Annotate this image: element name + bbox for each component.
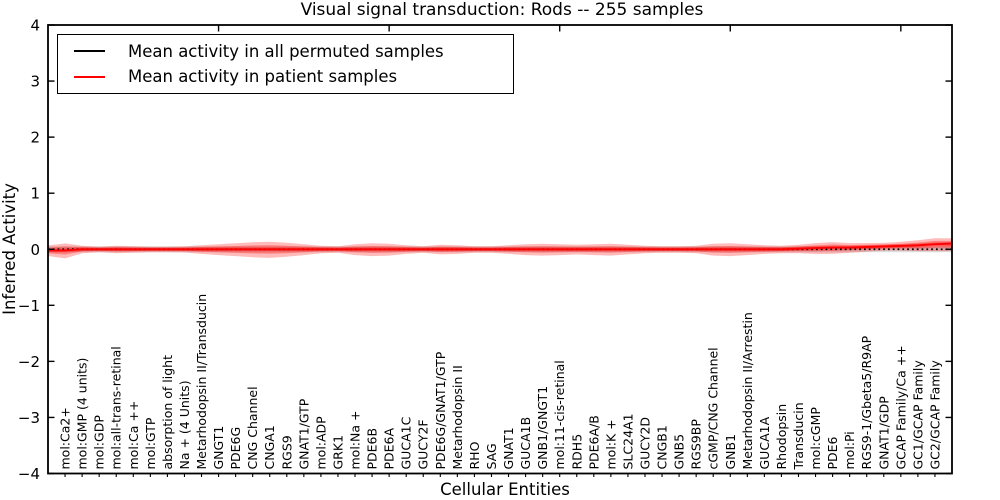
x-category-label: GNAT1/GDP [876, 396, 891, 470]
legend-line-red-icon [74, 75, 105, 78]
x-category-label: RGS9-1/Gbeta5/R9AP [859, 335, 874, 469]
x-category-label: mol:GMP (4 units) [75, 358, 90, 470]
x-category-label: absorption of light [160, 355, 175, 470]
x-category-label: Metarhodopsin II/Arrestin [740, 312, 755, 469]
x-category-label: PDE6A [382, 427, 397, 469]
legend-item-patient: Mean activity in patient samples [58, 67, 513, 86]
x-category-label: CNGB1 [655, 425, 670, 469]
x-category-label: mol:K + [603, 419, 618, 469]
legend-label-patient: Mean activity in patient samples [128, 67, 398, 87]
top-axis-ticks [217, 25, 902, 32]
legend-line-black-icon [74, 50, 105, 53]
x-category-label: GUCA1B [518, 417, 533, 470]
patient-mean-line [48, 242, 953, 252]
x-category-label: PDE6B [365, 428, 380, 470]
y-tick-label: −2 [18, 353, 40, 371]
x-category-label: mol:Ca2+ [58, 407, 73, 469]
x-category-label: GC1/GCAP Family [910, 360, 925, 470]
y-tick-label: −1 [18, 297, 40, 315]
x-category-label: GNAT1/GTP [296, 398, 311, 469]
x-category-label: mol:all-trans-retinal [109, 346, 124, 469]
x-category-label: Transducin [791, 402, 806, 470]
x-category-label: PDE6G/GNAT1/GTP [433, 351, 448, 469]
x-category-label: mol:GDP [92, 415, 107, 470]
legend-item-permuted: Mean activity in all permuted samples [58, 42, 513, 61]
chart-title: Visual signal transduction: Rods -- 255 … [301, 0, 704, 20]
x-category-label: Metarhodopsin II [450, 365, 465, 469]
y-tick-label: −3 [18, 409, 40, 427]
x-category-label: mol:GTP [143, 417, 158, 469]
x-category-label: mol:Ca ++ [126, 401, 141, 470]
x-category-label: GUCA1C [399, 416, 414, 469]
x-category-label: RGS9BP [689, 419, 704, 470]
x-category-label: GNAT1 [501, 427, 516, 469]
y-axis-ticks: 4 3 2 1 0 −1 −2 −3 −4 [18, 17, 952, 483]
x-category-label: RHO [467, 441, 482, 469]
x-category-label: SAG [484, 443, 499, 469]
x-category-label: GNB5 [672, 434, 687, 470]
patient-spread-violin-outer [48, 238, 952, 259]
x-category-label: RGS9 [279, 435, 294, 469]
x-category-label: GUCY2F [416, 419, 431, 469]
x-category-label: mol:ADP [313, 416, 328, 470]
x-category-labels: mol:Ca2+ mol:GMP (4 units) mol:GDP mol:all-… [58, 294, 943, 471]
legend-label-permuted: Mean activity in all permuted samples [128, 41, 444, 61]
x-category-label: CNG Channel [245, 386, 260, 469]
x-category-label: PDE6G [228, 427, 243, 470]
x-axis-label: Cellular Entities [440, 480, 570, 499]
patient-spread-violin-inner [48, 240, 952, 255]
x-category-label: PDE6 [825, 436, 840, 469]
x-category-label: mol:11-cis-retinal [552, 360, 567, 469]
x-category-label: GNB1 [723, 434, 738, 470]
y-tick-label: 1 [30, 185, 40, 203]
x-category-label: GUCA1A [757, 416, 772, 469]
x-category-label: cGMP/CNG Channel [706, 347, 721, 469]
y-tick-label: 0 [30, 241, 40, 259]
y-tick-label: 2 [30, 129, 40, 147]
x-category-label: GUCY2D [638, 417, 653, 470]
x-category-label: GCAP Family/Ca ++ [893, 345, 908, 469]
x-category-label: GNB1/GNGT1 [535, 386, 550, 470]
x-category-label: Metarhodopsin II/Transducin [194, 294, 209, 470]
x-category-label: mol:cGMP [808, 407, 823, 470]
x-category-label: PDE6A/B [586, 415, 601, 469]
y-axis-label: Inferred Activity [0, 183, 19, 315]
x-category-label: mol:Pi [842, 431, 857, 469]
plot-border [47, 24, 953, 475]
x-category-label: GC2/GCAP Family [927, 360, 942, 470]
x-category-label: Rhodopsin [774, 404, 789, 470]
x-category-label: GNGT1 [211, 426, 226, 470]
x-category-label: SLC24A1 [620, 413, 635, 469]
y-tick-label: 3 [30, 73, 40, 91]
x-category-label: RDH5 [569, 434, 584, 470]
y-tick-label: 4 [30, 17, 40, 35]
x-category-label: GRK1 [331, 435, 346, 470]
x-category-label: mol:Na + [348, 411, 363, 470]
x-category-label: Na + (4 Units) [177, 380, 192, 469]
x-category-label: CNGA1 [262, 425, 277, 469]
y-tick-label: −4 [18, 465, 40, 483]
legend: Mean activity in all permuted samples Me… [57, 34, 514, 94]
